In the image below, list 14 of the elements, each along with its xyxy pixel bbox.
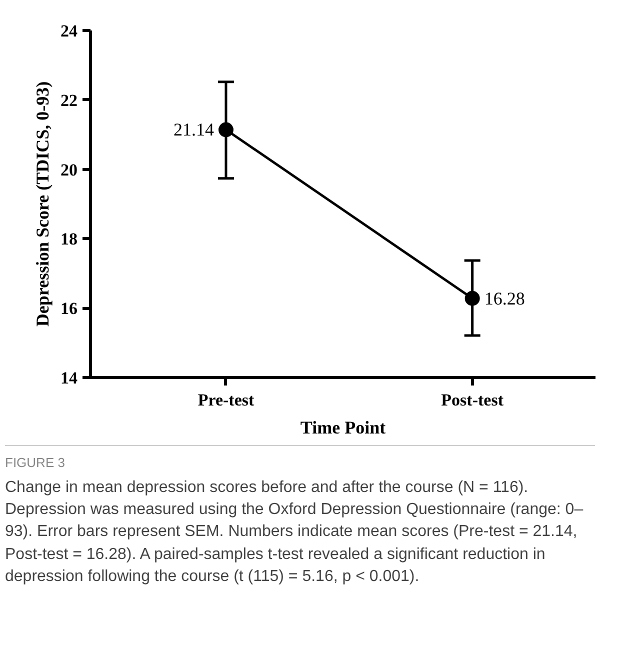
x-axis-title: Time Point xyxy=(300,418,386,438)
text: Change in mean depression scores before and after the course (N = 116). Depression was measured using the Oxford Depression Questionnaire (range: 0–93). Error bars represent SEM. Numbers indicate mean scores (Pre-test = 21.14, Post-test = 16.28). A paired-samples t-test revealed a significant reduction in depression following the course (t (115) = 5.16, p < 0.001). xyxy=(5,478,584,588)
y-tick-label: 18 xyxy=(60,230,78,249)
x-tick-label: Pre-test xyxy=(198,390,254,410)
data-label: 21.14 xyxy=(173,120,214,140)
data-label: 16.28 xyxy=(484,288,525,308)
y-tick-label: 22 xyxy=(60,90,78,110)
caption: FIGURE 3 xyxy=(5,454,66,472)
y-tick-label: 16 xyxy=(60,299,78,318)
y-tick-label: 14 xyxy=(60,368,78,388)
y-tick-label: 24 xyxy=(60,22,78,40)
y-axis-title: Depression Score (TDICS, 0-93) xyxy=(32,81,52,327)
y-tick-label: 20 xyxy=(60,160,78,180)
x-tick-label: Post-test xyxy=(441,390,504,410)
